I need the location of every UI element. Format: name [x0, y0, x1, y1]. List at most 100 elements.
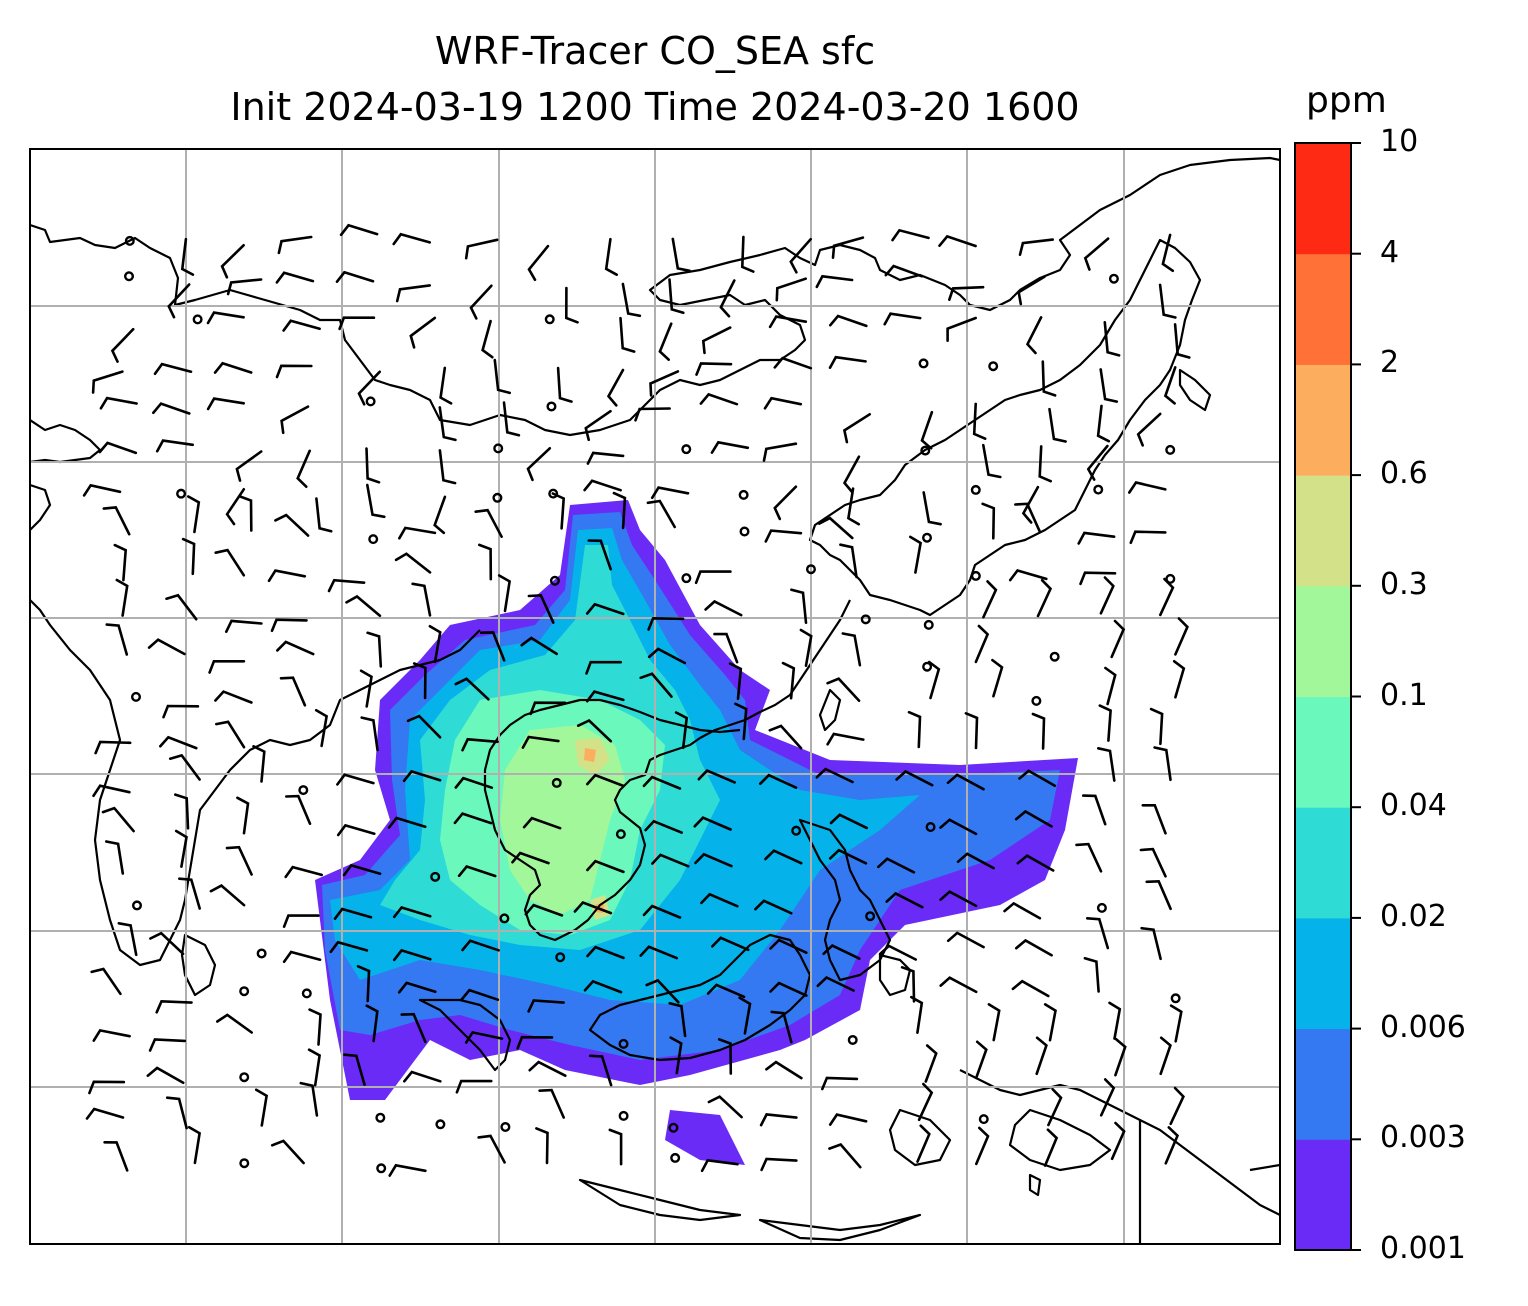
- wind-barb: [239, 986, 250, 997]
- wind-barb: [82, 483, 122, 497]
- wind-barb: [527, 999, 565, 1013]
- wind-barb: [584, 409, 612, 442]
- wind-barb: [847, 1034, 858, 1045]
- wind-barb: [1136, 412, 1162, 447]
- wind-barb: [181, 537, 196, 576]
- wind-barb: [339, 223, 379, 237]
- wind-barb: [1170, 993, 1181, 1004]
- colorbar-tick-label: 0.003: [1380, 1120, 1466, 1156]
- wind-barb: [474, 508, 503, 538]
- wind-barb: [397, 981, 437, 994]
- wind-barb: [277, 235, 313, 255]
- wind-barb: [1172, 660, 1186, 699]
- wind-barb: [586, 945, 625, 960]
- wind-barb: [477, 1134, 506, 1164]
- wind-barb: [956, 852, 995, 870]
- wind-barb: [256, 948, 267, 959]
- wind-barb: [1141, 804, 1167, 835]
- wind-barb: [974, 624, 990, 664]
- wind-barb: [1082, 794, 1107, 826]
- wind-barb: [970, 484, 981, 495]
- wind-barb: [1099, 576, 1115, 615]
- wind-barb: [981, 502, 996, 540]
- wind-barb: [704, 599, 743, 617]
- wind-barb: [548, 488, 559, 499]
- wind-barb: [454, 776, 494, 789]
- wind-barb: [583, 479, 622, 492]
- wind-barb: [586, 773, 625, 788]
- wind-barb: [1108, 1001, 1122, 1040]
- wind-barb: [717, 1038, 733, 1075]
- wind-barb: [668, 1122, 679, 1133]
- wind-barb: [214, 690, 253, 704]
- wind-barb: [1017, 275, 1046, 306]
- wind-barb: [493, 443, 504, 454]
- wind-barb: [925, 822, 936, 833]
- wind-barb: [412, 662, 427, 700]
- wind-barb: [693, 816, 732, 831]
- wind-barb: [402, 769, 442, 783]
- wind-barb: [564, 286, 579, 324]
- wind-barb: [910, 995, 924, 1034]
- wind-barb: [1011, 979, 1050, 998]
- wind-barb: [336, 823, 376, 837]
- wind-barb: [98, 441, 138, 455]
- wind-barb: [668, 278, 685, 315]
- wind-barb: [815, 274, 854, 289]
- wind-barb: [828, 1113, 868, 1126]
- wind-barb: [612, 491, 627, 530]
- wind-barb: [357, 370, 381, 406]
- wind-barb: [1103, 321, 1121, 357]
- wind-barb: [556, 366, 573, 403]
- wind-barb: [301, 988, 312, 999]
- wind-barb: [94, 740, 132, 755]
- wind-barb: [453, 812, 493, 825]
- wind-barb: [681, 573, 692, 584]
- wind-barb: [775, 277, 807, 302]
- wind-barb: [433, 495, 447, 535]
- wind-barb: [274, 513, 310, 537]
- wind-barb: [923, 619, 934, 630]
- wind-barb: [694, 852, 733, 868]
- colorbar-tick-label: 0.1: [1380, 677, 1428, 713]
- wind-barb: [946, 773, 985, 791]
- wind-barb: [829, 813, 868, 830]
- wind-barb: [939, 818, 978, 836]
- wind-barb: [1035, 1036, 1048, 1076]
- wind-barb: [551, 492, 566, 530]
- wind-barb: [368, 534, 379, 545]
- wind-barb: [586, 451, 625, 465]
- wind-barb: [522, 816, 562, 830]
- wind-barb: [619, 316, 636, 353]
- wind-barb: [187, 495, 201, 534]
- wind-barb: [335, 270, 375, 283]
- wind-barb: [555, 952, 566, 963]
- wind-barb: [710, 440, 750, 454]
- wind-barb: [1161, 233, 1175, 273]
- wind-barb: [1014, 809, 1053, 828]
- wind-barb: [1014, 938, 1053, 957]
- wind-barb: [1048, 407, 1067, 443]
- wind-barb: [1093, 484, 1104, 495]
- wind-barb: [528, 1060, 567, 1077]
- wind-barb: [713, 632, 739, 664]
- wind-barb: [642, 904, 682, 919]
- wind-barb: [338, 316, 376, 331]
- map-subtitle: Init 2024-03-19 1200 Time 2024-03-20 160…: [230, 85, 1080, 129]
- wind-barbs: [82, 223, 1191, 1177]
- wind-barb: [511, 851, 550, 865]
- wind-barb: [639, 945, 678, 960]
- wind-barb: [878, 944, 917, 961]
- map-title: WRF-Tracer CO_SEA sfc: [434, 29, 876, 73]
- wind-barb: [826, 677, 861, 702]
- wind-barb: [213, 361, 253, 374]
- wind-barb: [187, 1126, 202, 1165]
- wind-barb: [500, 1121, 511, 1132]
- wind-barb: [174, 793, 190, 830]
- wind-barb: [209, 884, 246, 907]
- colorbar-block: [1295, 917, 1351, 1030]
- wind-barb: [285, 794, 312, 825]
- wind-barb: [110, 327, 135, 363]
- wind-barb: [946, 931, 985, 949]
- wind-barb: [149, 931, 185, 956]
